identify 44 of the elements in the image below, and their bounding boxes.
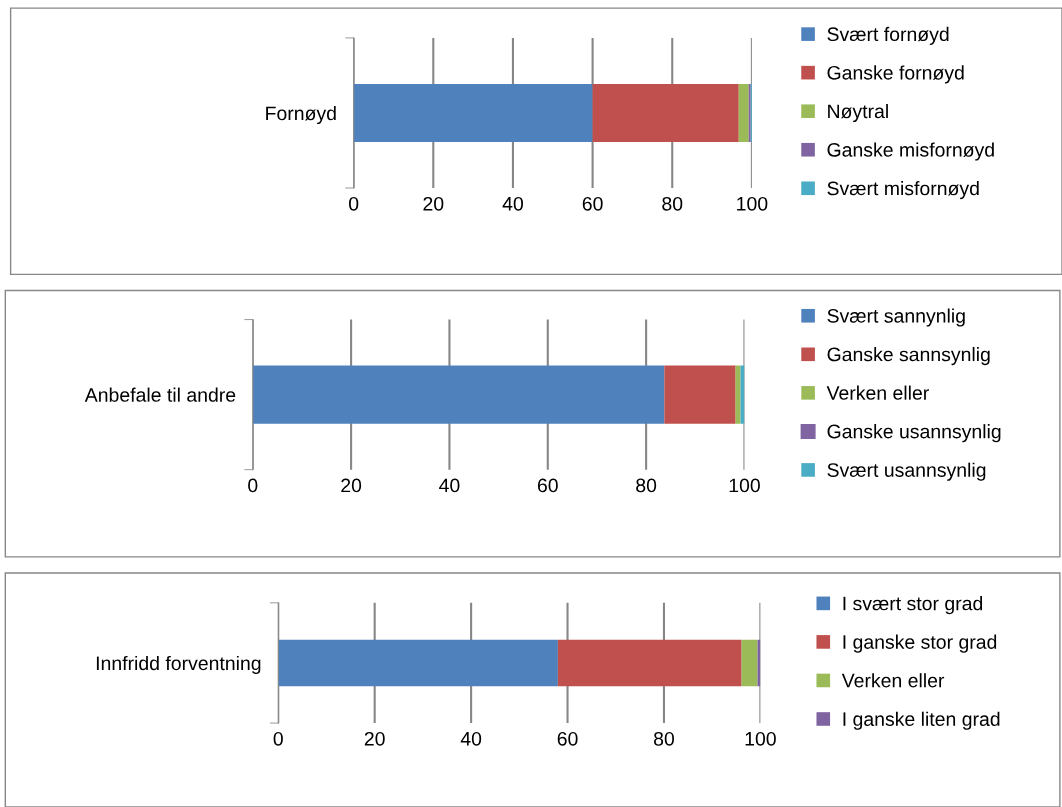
legend-label: Ganske misfornøyd bbox=[827, 142, 994, 161]
bar bbox=[557, 639, 742, 687]
legend-label: Svært usannsynlig bbox=[827, 462, 986, 481]
x-tick-label: 0 bbox=[349, 196, 359, 211]
legend-label: Svært misfornøyd bbox=[827, 181, 979, 200]
x-tick-label: 0 bbox=[248, 478, 258, 493]
x-tick-label: 20 bbox=[364, 731, 385, 746]
x-tick-label: 0 bbox=[273, 731, 283, 746]
legend-label: I ganske liten grad bbox=[843, 711, 1000, 730]
x-tick-label: 60 bbox=[557, 731, 578, 746]
legend-label: Verken eller bbox=[826, 385, 929, 400]
bar bbox=[278, 639, 558, 687]
x-tick-label: 40 bbox=[439, 478, 460, 493]
x-tick-label: 80 bbox=[662, 196, 683, 211]
x-tick-label: 60 bbox=[582, 196, 603, 211]
y-tick-label: Fornøyd bbox=[266, 105, 336, 125]
legend-label: Verken eller bbox=[841, 673, 945, 688]
x-tick-label: 40 bbox=[460, 731, 482, 746]
x-tick-label: 100 bbox=[729, 478, 760, 493]
x-tick-label: 80 bbox=[636, 478, 657, 493]
legend-label: Ganske fornøyd bbox=[827, 65, 964, 84]
legend-label: I svært stor grad bbox=[843, 596, 983, 615]
bar bbox=[353, 83, 593, 143]
y-tick-label: Anbefale til andre bbox=[84, 387, 236, 402]
y-tick-label: Innfridd forventning bbox=[96, 655, 261, 675]
text: Ganske sannsynlig bbox=[827, 347, 990, 366]
x-tick-label: 20 bbox=[423, 196, 444, 211]
bar bbox=[741, 639, 758, 687]
legend-label: I ganske stor grad bbox=[843, 634, 997, 653]
text: Svært sannynlig bbox=[827, 308, 965, 327]
bar bbox=[664, 365, 736, 424]
legend-label: Ganske usannsynlig bbox=[827, 424, 1001, 443]
x-tick-label: 40 bbox=[502, 196, 523, 211]
legend-label: Nøytral bbox=[828, 103, 888, 123]
x-tick-label: 100 bbox=[737, 196, 768, 211]
x-tick-label: 60 bbox=[537, 478, 558, 493]
bar bbox=[592, 83, 739, 143]
legend-label: Svært fornøyd bbox=[827, 26, 949, 45]
bar bbox=[735, 365, 741, 424]
x-tick-label: 100 bbox=[745, 731, 776, 746]
x-tick-label: 80 bbox=[653, 731, 675, 746]
bar bbox=[738, 83, 749, 143]
x-tick-label: 20 bbox=[341, 478, 362, 493]
bar bbox=[757, 639, 761, 687]
